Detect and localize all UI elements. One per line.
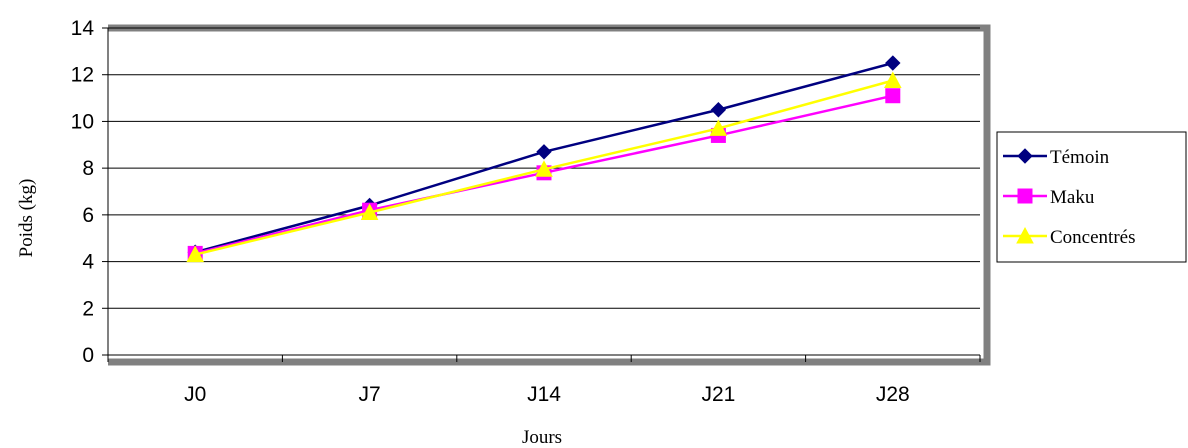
y-tick-label: 12: [71, 64, 94, 87]
legend-label: Concentrés: [1050, 227, 1135, 248]
legend-item: Concentrés: [1003, 226, 1135, 248]
y-tick-label: 4: [82, 251, 94, 274]
y-tick-label: 6: [82, 204, 94, 227]
x-tick-label: J28: [876, 383, 910, 406]
y-tick-label: 2: [82, 297, 94, 320]
legend-label: Témoin: [1050, 147, 1110, 168]
x-tick-label: J7: [359, 383, 381, 406]
y-tick-label: 14: [71, 17, 95, 40]
legend-marker: [1017, 188, 1033, 204]
legend-marker: [1016, 226, 1034, 244]
data-point: [885, 88, 901, 104]
data-point: [535, 160, 553, 177]
data-point: [536, 144, 552, 160]
x-axis-title: Jours: [522, 427, 562, 448]
legend-label: Maku: [1050, 187, 1095, 208]
data-point: [186, 245, 205, 263]
x-tick-label: J0: [184, 383, 206, 406]
plot-background: [108, 28, 987, 362]
legend-item: Témoin: [1003, 147, 1110, 168]
series-3: [186, 71, 902, 263]
x-tick-label: J14: [527, 383, 561, 406]
series-layer: [186, 55, 902, 263]
y-axis-title: Poids (kg): [16, 179, 37, 258]
legend-marker: [1017, 148, 1033, 164]
y-tick-label: 0: [82, 344, 94, 367]
data-point: [883, 71, 902, 89]
x-axis-ticks: J0 J7 J14 J21 J28: [107, 355, 981, 406]
y-tick-label: 8: [82, 157, 94, 180]
plot-area: [108, 24, 991, 366]
y-axis-ticks: 0 2 4 6 8 10 12 14: [71, 17, 108, 367]
data-point: [885, 55, 901, 71]
x-tick-label: J21: [701, 383, 735, 406]
legend-item: Maku: [1003, 187, 1095, 208]
y-tick-label: 10: [71, 110, 94, 133]
data-point: [360, 203, 379, 221]
legend: Témoin Maku Concentrés: [996, 131, 1187, 263]
data-point: [709, 119, 728, 136]
data-point: [710, 102, 727, 118]
